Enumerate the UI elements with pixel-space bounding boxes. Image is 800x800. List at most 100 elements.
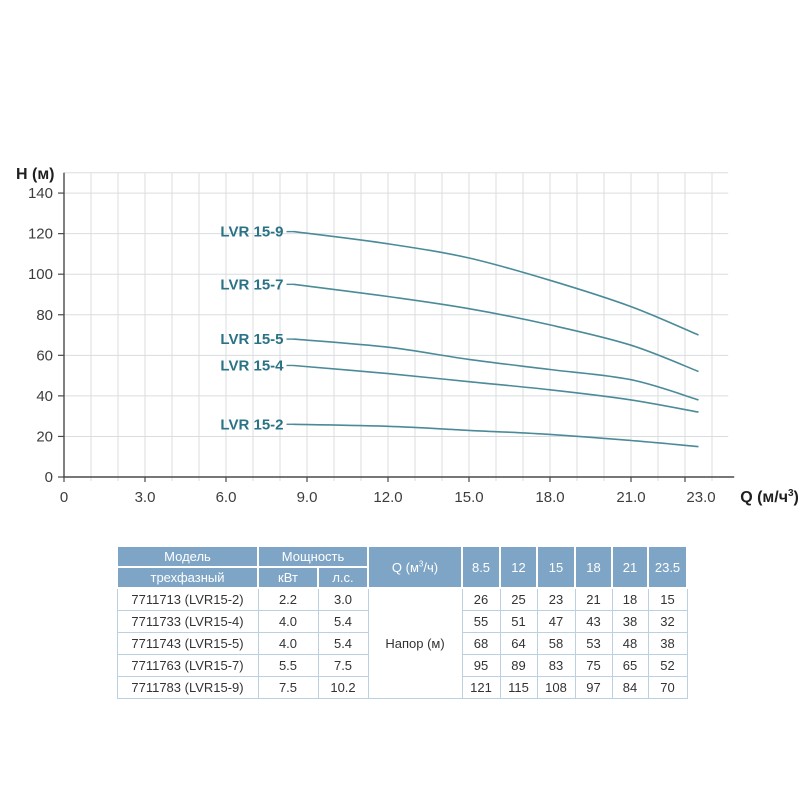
head-value-cell: 84 <box>611 675 649 699</box>
table-row: 7711713 (LVR15-2) 2.2 3.0 Напор (м) 26 25 23 21… <box>116 587 688 699</box>
col-header-kw: кВт <box>257 566 319 589</box>
x-axis-tick-label: 12.0 <box>373 489 402 506</box>
curve-lvr-15-9 <box>293 230 699 336</box>
hp-cell: 5.4 <box>317 609 369 633</box>
head-value-cell: 32 <box>647 609 688 633</box>
model-cell: 7711763 (LVR15-7) <box>116 653 259 677</box>
y-axis-tick-label: 100 <box>28 266 53 283</box>
model-cell: 7711733 (LVR15-4) <box>116 609 259 633</box>
head-value-cell: 55 <box>461 609 501 633</box>
head-value-cell: 97 <box>574 675 613 699</box>
curve-label-lvr-15-4: LVR 15-4 <box>220 357 284 374</box>
head-value-cell: 38 <box>611 609 649 633</box>
model-cell: 7711743 (LVR15-5) <box>116 631 259 655</box>
curve-lvr-15-7 <box>293 283 699 373</box>
head-value-cell: 68 <box>461 631 501 655</box>
col-header-power: Мощность <box>256 545 370 568</box>
head-value-cell: 70 <box>647 675 688 699</box>
col-header-q: Q (м3/ч) <box>367 545 464 589</box>
head-value-cell: 43 <box>574 609 613 633</box>
model-cell: 7711783 (LVR15-9) <box>116 675 259 699</box>
table-row: 7711763 (LVR15-7) 5.5 7.5 95 89 83 75 65 52 <box>116 653 688 677</box>
y-axis-tick-label: 80 <box>36 307 53 324</box>
table-header-row-2: трехфазный кВт л.с. <box>116 566 687 589</box>
x-axis-tick-label: 15.0 <box>454 489 483 506</box>
table-row: 7711733 (LVR15-4) 4.0 5.4 55 51 47 43 38 32 <box>116 609 688 633</box>
x-axis-tick-label: 23.0 <box>686 489 715 506</box>
curve-lvr-15-5 <box>293 338 699 401</box>
head-value-cell: 15 <box>647 587 688 611</box>
kw-cell: 4.0 <box>257 609 319 633</box>
x-axis-tick-label: 0 <box>60 489 68 506</box>
head-value-cell: 21 <box>574 587 613 611</box>
col-header-phase: трехфазный <box>116 566 259 589</box>
head-value-cell: 108 <box>536 675 576 699</box>
head-value-cell: 64 <box>499 631 538 655</box>
hp-cell: 5.4 <box>317 631 369 655</box>
head-value-cell: 115 <box>499 675 538 699</box>
y-axis-tick-label: 0 <box>45 469 53 486</box>
x-axis-tick-label: 18.0 <box>535 489 564 506</box>
kw-cell: 4.0 <box>257 631 319 655</box>
y-axis-tick-label: 40 <box>36 388 53 405</box>
y-axis-title: H (м) <box>16 166 55 183</box>
head-value-cell: 18 <box>611 587 649 611</box>
head-value-cell: 23 <box>536 587 576 611</box>
pump-spec-table: Модель Мощность Q (м3/ч) 8.5 12 15 18 21 23.5… <box>116 545 689 699</box>
head-value-cell: 52 <box>647 653 688 677</box>
q-header-prefix: Q (м <box>391 559 419 575</box>
head-value-cell: 58 <box>536 631 576 655</box>
head-value-cell: 83 <box>536 653 576 677</box>
head-value-cell: 51 <box>499 609 538 633</box>
x-axis-title: Q (м/ч3) <box>740 488 799 506</box>
x-axis-tick-label: 6.0 <box>216 489 237 506</box>
y-axis-tick-label: 120 <box>28 226 53 243</box>
head-value-cell: 75 <box>574 653 613 677</box>
head-value-cell: 48 <box>611 631 649 655</box>
table-header-row-1: Модель Мощность Q (м3/ч) 8.5 12 15 18 21 23.5 <box>116 545 689 589</box>
col-header-q-value: 18 <box>574 545 614 589</box>
head-value-cell: 89 <box>499 653 538 677</box>
col-header-q-value: 23.5 <box>647 545 689 589</box>
head-value-cell: 26 <box>461 587 501 611</box>
pump-performance-chart: 0 20 40 60 80 100 120 140 0 3.0 6.0 9.0 12.0 15.0 18.0… <box>16 166 799 506</box>
x-axis-tick-label: 21.0 <box>616 489 645 506</box>
model-cell: 7711713 (LVR15-2) <box>116 587 259 611</box>
table-body: 7711713 (LVR15-2) 2.2 3.0 Напор (м) 26 25 23 21… <box>116 587 688 699</box>
col-header-model: Модель <box>116 545 259 568</box>
head-value-cell: 121 <box>461 675 501 699</box>
col-header-q-value: 8.5 <box>461 545 502 589</box>
y-axis-tick-label: 140 <box>28 185 53 202</box>
head-value-cell: 38 <box>647 631 688 655</box>
head-value-cell: 65 <box>611 653 649 677</box>
col-header-q-value: 15 <box>536 545 577 589</box>
curve-label-lvr-15-2: LVR 15-2 <box>220 416 283 433</box>
col-header-hp: л.с. <box>316 566 370 589</box>
q-header-suffix: /ч) <box>423 559 439 575</box>
curve-lvr-15-4 <box>293 364 699 413</box>
col-header-q-value: 12 <box>499 545 539 589</box>
hp-cell: 10.2 <box>317 675 369 699</box>
head-value-cell: 25 <box>499 587 538 611</box>
chart-canvas: 0 20 40 60 80 100 120 140 0 3.0 6.0 9.0 12.0 15.0 18.0… <box>16 166 799 506</box>
curve-label-lvr-15-7: LVR 15-7 <box>220 276 283 293</box>
col-header-q-value: 21 <box>611 545 650 589</box>
kw-cell: 5.5 <box>257 653 319 677</box>
q-header-superscript: 3 <box>418 559 424 569</box>
head-value-cell: 53 <box>574 631 613 655</box>
y-axis-tick-label: 60 <box>36 347 53 364</box>
hp-cell: 7.5 <box>317 653 369 677</box>
curve-label-lvr-15-5: LVR 15-5 <box>220 331 283 348</box>
curve-label-lvr-15-9: LVR 15-9 <box>220 224 283 241</box>
x-axis-tick-label: 9.0 <box>297 489 318 506</box>
table-row: 7711783 (LVR15-9) 7.5 10.2 121 115 108 97 84 70 <box>116 675 688 699</box>
kw-cell: 7.5 <box>257 675 319 699</box>
head-value-cell: 47 <box>536 609 576 633</box>
x-axis-tick-label: 3.0 <box>135 489 156 506</box>
head-value-cell: 95 <box>461 653 501 677</box>
curve-lvr-15-2 <box>293 423 699 448</box>
hp-cell: 3.0 <box>317 587 369 611</box>
kw-cell: 2.2 <box>257 587 319 611</box>
y-axis-tick-label: 20 <box>36 428 53 445</box>
